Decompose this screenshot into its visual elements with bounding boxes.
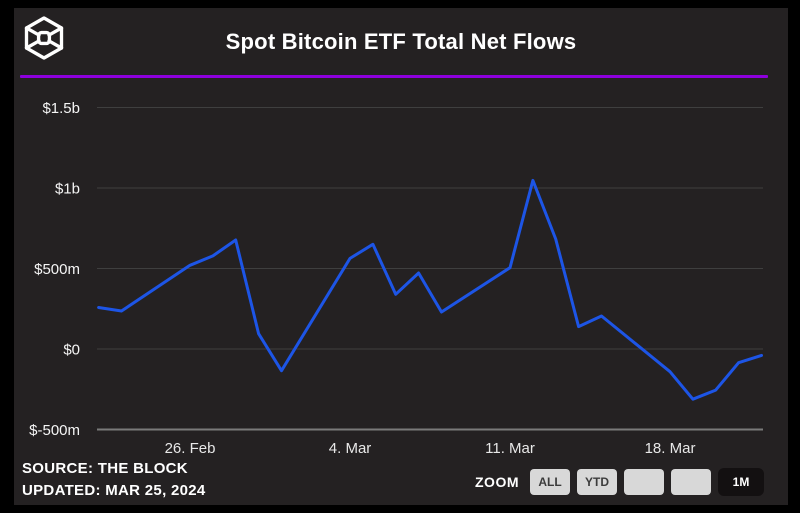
net-flows-line-series [97,178,763,401]
zoom-button-ytd[interactable]: YTD [577,469,617,495]
zoom-label: ZOOM [475,474,519,490]
chart-card: Spot Bitcoin ETF Total Net Flows $1.5b $1… [14,8,788,505]
x-axis-tick-label: 18. Mar [645,440,696,457]
the-block-logo-icon [24,16,64,60]
zoom-button-1m[interactable]: 1M [718,468,764,496]
updated-label: UPDATED: MAR 25, 2024 [22,482,206,499]
source-label: SOURCE: THE BLOCK [22,460,188,477]
y-axis-tick-label: $500m [34,261,80,278]
y-axis-tick-label: $0 [63,342,80,359]
zoom-button-blank[interactable] [671,469,711,495]
zoom-controls: ZOOM ALL YTD 1M [475,467,764,497]
y-axis-tick-label: $1.5b [42,100,80,117]
chart-footer: SOURCE: THE BLOCK UPDATED: MAR 25, 2024 [22,458,206,502]
x-axis-tick-label: 11. Mar [485,440,535,457]
line-chart: $1.5b $1b $500m $0 $-500m 26. Feb 4. Mar 11. Ma… [29,100,763,457]
chart-title: Spot Bitcoin ETF Total Net Flows [225,29,577,54]
zoom-button-blank[interactable] [624,469,664,495]
zoom-buttons-group: ALL YTD 1M [530,468,764,496]
x-axis-tick-label: 4. Mar [329,440,372,457]
header-divider [20,75,768,78]
y-axis-tick-label: $-500m [29,422,80,439]
x-axis-tick-label: 26. Feb [165,440,216,457]
y-axis-tick-label: $1b [55,181,80,198]
zoom-button-all[interactable]: ALL [530,469,570,495]
